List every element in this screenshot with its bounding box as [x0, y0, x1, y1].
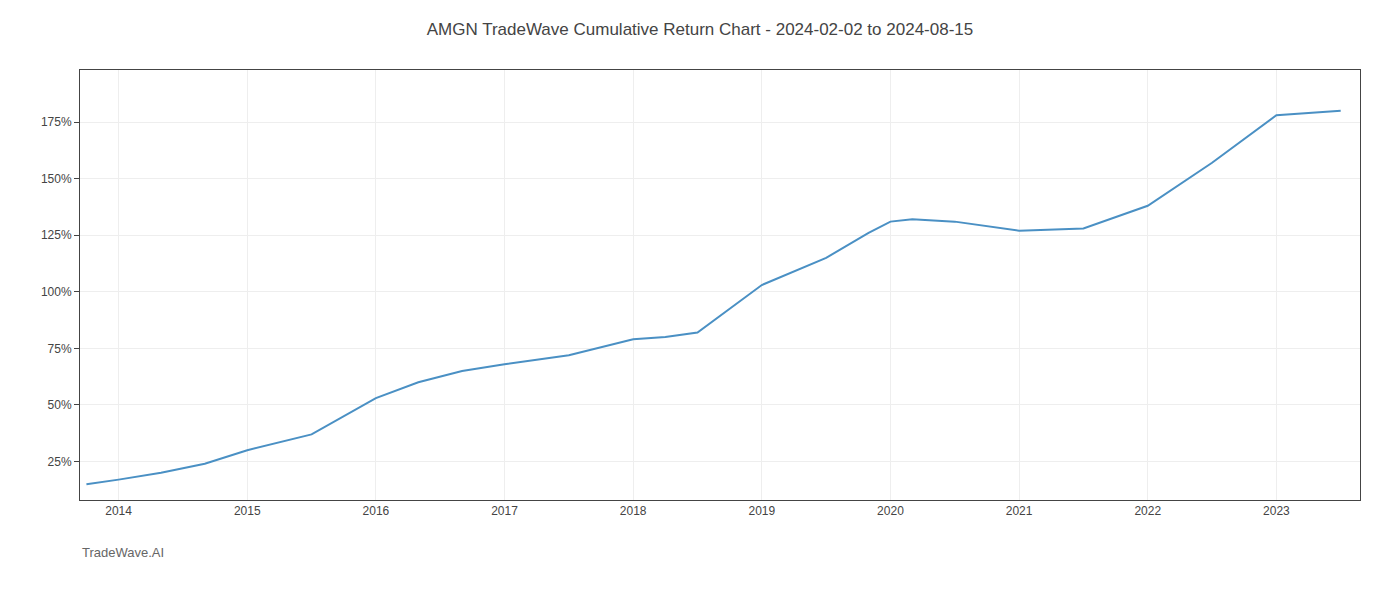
svg-text:50%: 50%	[48, 398, 72, 412]
svg-text:2018: 2018	[620, 504, 647, 518]
svg-text:125%: 125%	[41, 228, 72, 242]
svg-text:2015: 2015	[234, 504, 261, 518]
svg-text:100%: 100%	[41, 285, 72, 299]
svg-text:175%: 175%	[41, 115, 72, 129]
svg-text:2020: 2020	[877, 504, 904, 518]
svg-text:2021: 2021	[1006, 504, 1033, 518]
svg-text:2022: 2022	[1134, 504, 1161, 518]
svg-text:TradeWave.AI: TradeWave.AI	[82, 545, 164, 560]
svg-text:75%: 75%	[48, 342, 72, 356]
svg-text:2014: 2014	[105, 504, 132, 518]
svg-text:25%: 25%	[48, 455, 72, 469]
svg-text:150%: 150%	[41, 172, 72, 186]
svg-text:2017: 2017	[491, 504, 518, 518]
svg-text:2019: 2019	[748, 504, 775, 518]
svg-text:2016: 2016	[363, 504, 390, 518]
svg-text:2023: 2023	[1263, 504, 1290, 518]
svg-text:AMGN TradeWave Cumulative Retu: AMGN TradeWave Cumulative Return Chart -…	[427, 20, 973, 39]
